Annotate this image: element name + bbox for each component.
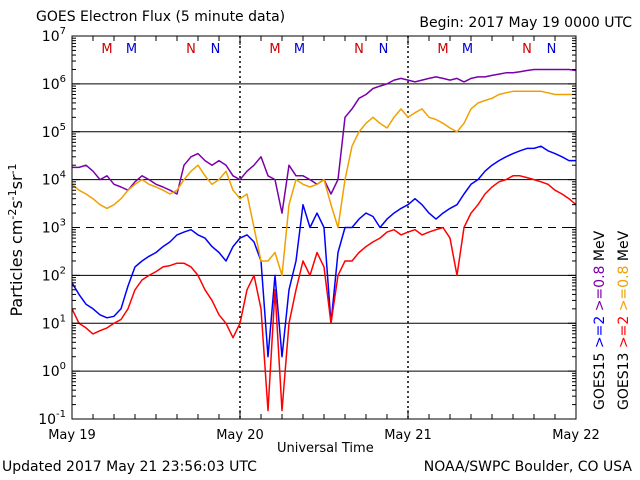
chart-title: GOES Electron Flux (5 minute data): [36, 9, 286, 25]
right-legend-label: >=0.8: [616, 266, 632, 316]
data-series: [71, 68, 577, 412]
right-legend-label: GOES13: [616, 353, 632, 410]
y-tick-label: 101: [42, 313, 66, 332]
y-tick-label: 107: [42, 26, 66, 45]
right-legend-label: MeV: [592, 230, 608, 265]
right-legend-column: GOES13 >=2 >=0.8 MeV: [616, 230, 632, 410]
mn-marker: M: [462, 42, 473, 57]
mn-marker: N: [547, 42, 557, 57]
mn-marker: N: [211, 42, 221, 57]
y-tick-label: 105: [42, 122, 66, 141]
right-legend-label: >=0.8: [592, 266, 608, 316]
updated-time: Updated 2017 May 21 23:56:03 UTC: [2, 459, 257, 475]
x-tick-label: May 19: [48, 428, 96, 443]
mn-marker: N: [379, 42, 389, 57]
x-axis-label: Universal Time: [277, 441, 374, 456]
y-axis-ticks: 10-1 100 101 102 103 104 105 106 107: [38, 26, 576, 428]
series-line: [71, 90, 576, 277]
y-axis-sup-2: -1: [6, 189, 19, 200]
y-axis-sup-1: -2: [6, 209, 19, 220]
y-axis-sup-3: -1: [6, 163, 19, 174]
y-tick-label: 106: [42, 74, 66, 93]
y-axis-label: Particles cm: [7, 220, 26, 317]
series-line: [71, 175, 577, 412]
y-tick-label: 100: [42, 361, 66, 380]
series-line: [71, 145, 576, 358]
mn-marker: M: [101, 42, 112, 57]
mn-marker: N: [186, 42, 196, 57]
right-legend-label: MeV: [616, 230, 632, 265]
y-axis-label-group: Particles cm-2s-1sr-1: [6, 163, 26, 316]
mn-marker: M: [437, 42, 448, 57]
right-legend-label: >=2: [616, 316, 632, 353]
x-tick-label: May 20: [216, 428, 264, 443]
y-axis-mid-2: sr: [7, 174, 26, 189]
x-tick-label: May 21: [384, 428, 432, 443]
mn-marker: M: [269, 42, 280, 57]
right-legend-label: >=2: [592, 316, 608, 353]
x-tick-label: May 22: [552, 428, 600, 443]
mn-marker: M: [126, 42, 137, 57]
x-axis-ticks: May 19 May 20 May 21 May 22: [48, 36, 600, 443]
credit: NOAA/SWPC Boulder, CO USA: [423, 459, 632, 475]
begin-time: Begin: 2017 May 19 0000 UTC: [419, 15, 632, 31]
mn-marker: M: [294, 42, 305, 57]
y-tick-label: 104: [42, 170, 66, 189]
right-legend-label: GOES15: [592, 353, 608, 410]
y-axis-mid-1: s: [7, 200, 26, 208]
svg-text:Particles cm-2s-1sr-1: Particles cm-2s-1sr-1: [6, 163, 26, 316]
y-tick-label: 103: [42, 218, 66, 237]
mn-marker: N: [522, 42, 532, 57]
y-tick-label: 10-1: [38, 409, 66, 428]
mn-marker: N: [354, 42, 364, 57]
y-tick-label: 102: [42, 265, 66, 284]
right-legend-column: GOES15 >=2 >=0.8 MeV: [592, 230, 608, 410]
